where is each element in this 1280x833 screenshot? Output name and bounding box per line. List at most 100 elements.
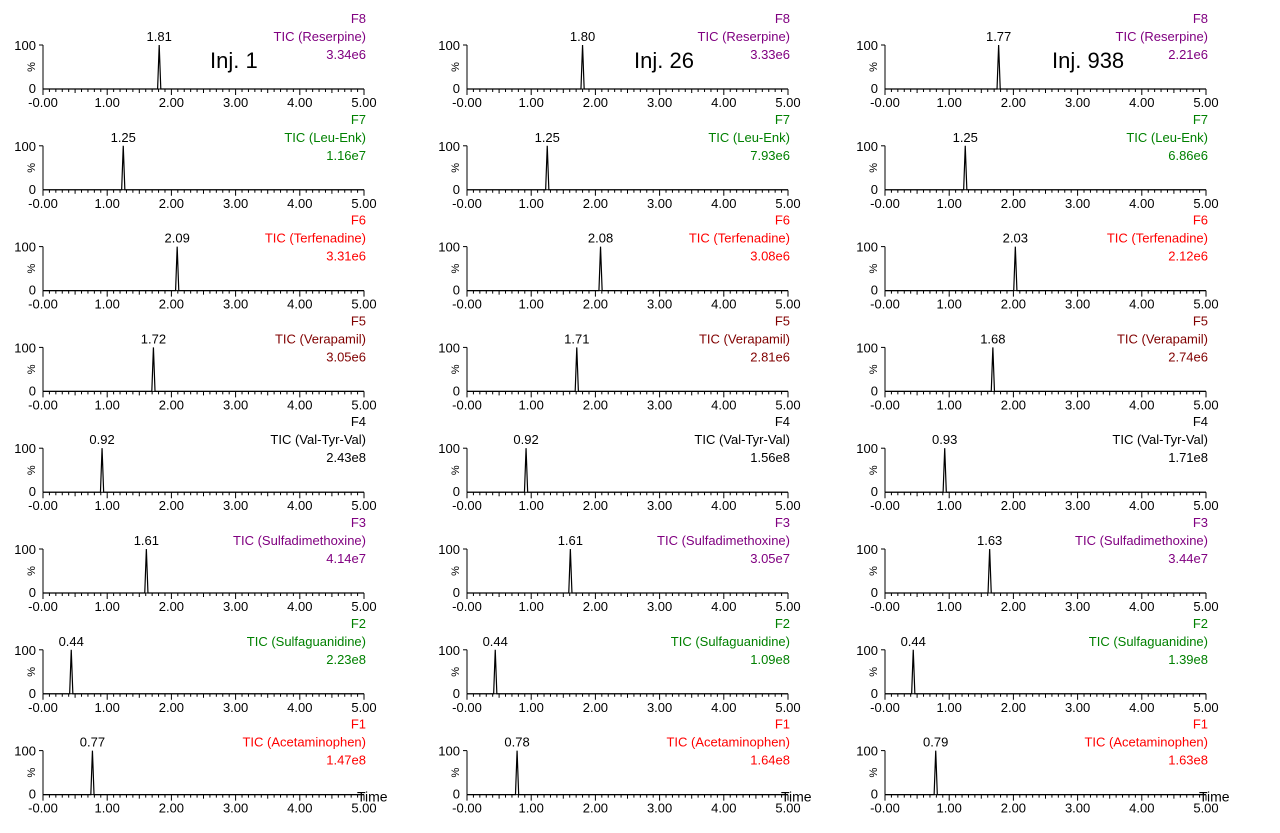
function-label: F8 <box>1193 11 1208 26</box>
x-tick-label: 3.00 <box>647 95 672 110</box>
y-axis-label: % <box>450 62 462 72</box>
x-tick-label: 4.00 <box>287 397 312 412</box>
y-tick-label: 0 <box>453 81 460 96</box>
compound-label: TIC (Verapamil) <box>1117 331 1208 346</box>
x-tick-label: 4.00 <box>711 196 736 211</box>
x-tick-label: 2.00 <box>1001 801 1026 816</box>
x-tick-label: 3.00 <box>1065 397 1090 412</box>
x-ticks <box>42 693 365 700</box>
x-tick-label: 5.00 <box>351 297 376 312</box>
y-tick-label: 100 <box>14 542 36 557</box>
y-tick-label: 100 <box>438 643 460 658</box>
peak-label: 1.25 <box>535 130 560 145</box>
chromatogram-trace <box>43 246 364 292</box>
x-tick-label: 1.00 <box>937 397 962 412</box>
x-tick-label: 5.00 <box>1193 599 1218 614</box>
x-ticks <box>42 794 365 801</box>
x-tick-label: 4.00 <box>287 801 312 816</box>
chromatogram-trace <box>43 448 364 493</box>
x-ticks <box>42 593 365 599</box>
compound-label: TIC (Terfenadine) <box>689 231 790 246</box>
function-label: F1 <box>351 717 366 732</box>
y-tick-label: 0 <box>29 787 36 802</box>
function-label: F1 <box>775 717 790 732</box>
x-tick-label: 3.00 <box>647 397 672 412</box>
y-tick-label: 0 <box>871 686 878 701</box>
compound-label: TIC (Terfenadine) <box>1107 231 1208 246</box>
compound-label: TIC (Val-Tyr-Val) <box>694 432 790 447</box>
compound-label: TIC (Acetaminophen) <box>242 735 366 750</box>
compound-label: TIC (Sulfadimethoxine) <box>657 533 790 548</box>
x-tick-label: 4.00 <box>287 297 312 312</box>
x-tick-label: -0.00 <box>870 498 900 513</box>
x-tick-label: 5.00 <box>775 95 800 110</box>
y-tick-label: 0 <box>453 585 460 600</box>
x-tick-label: -0.00 <box>452 498 482 513</box>
chromatogram-trace <box>885 649 1206 695</box>
peak-label: 0.44 <box>901 634 926 649</box>
intensity-label: 2.74e6 <box>1168 349 1208 364</box>
y-axis-label: % <box>868 667 880 677</box>
x-tick-label: 5.00 <box>351 801 376 816</box>
peak-label: 0.93 <box>932 432 957 447</box>
function-label: F3 <box>351 515 366 530</box>
x-axis-label: Time <box>1199 789 1230 805</box>
chromatogram-trace <box>43 750 364 796</box>
x-tick-label: 3.00 <box>223 700 248 715</box>
x-tick-label: 4.00 <box>1129 801 1154 816</box>
peak-label: 1.25 <box>111 130 136 145</box>
x-tick-label: 1.00 <box>95 801 120 816</box>
x-tick-label: 2.00 <box>1001 397 1026 412</box>
x-tick-label: 4.00 <box>287 95 312 110</box>
intensity-label: 3.05e6 <box>326 349 366 364</box>
y-tick-label: 0 <box>871 182 878 197</box>
peak-label: 1.68 <box>980 331 1005 346</box>
y-axis-label: % <box>26 62 38 72</box>
intensity-label: 1.56e8 <box>750 450 790 465</box>
x-ticks <box>466 693 789 700</box>
intensity-label: 3.31e6 <box>326 249 366 264</box>
x-tick-label: 4.00 <box>287 498 312 513</box>
y-tick-label: 100 <box>438 441 460 456</box>
x-tick-label: 2.00 <box>583 95 608 110</box>
y-tick-label: 0 <box>29 81 36 96</box>
y-tick-label: 100 <box>14 441 36 456</box>
x-tick-label: 2.00 <box>583 599 608 614</box>
y-axis-label: % <box>868 364 880 374</box>
y-tick-label: 0 <box>453 484 460 499</box>
y-tick-label: 100 <box>14 139 36 154</box>
intensity-label: 1.64e8 <box>750 753 790 768</box>
x-tick-label: 2.00 <box>159 95 184 110</box>
x-tick-label: 4.00 <box>711 397 736 412</box>
intensity-label: 2.81e6 <box>750 349 790 364</box>
y-tick-label: 100 <box>438 340 460 355</box>
x-tick-label: 2.00 <box>583 297 608 312</box>
intensity-label: 2.12e6 <box>1168 249 1208 264</box>
x-tick-label: -0.00 <box>870 196 900 211</box>
chromatogram-trace <box>43 649 364 695</box>
peak-label: 0.77 <box>80 735 105 750</box>
compound-label: TIC (Sulfaguanidine) <box>671 634 790 649</box>
x-tick-label: -0.00 <box>452 801 482 816</box>
x-tick-label: 2.00 <box>1001 196 1026 211</box>
x-tick-label: 1.00 <box>937 297 962 312</box>
x-tick-label: 2.00 <box>583 196 608 211</box>
x-tick-label: 1.00 <box>937 599 962 614</box>
y-tick-label: 0 <box>453 283 460 298</box>
intensity-label: 3.33e6 <box>750 47 790 62</box>
function-label: F5 <box>1193 313 1208 328</box>
y-tick-label: 0 <box>29 383 36 398</box>
y-axis-label: % <box>26 767 38 777</box>
x-tick-label: 2.00 <box>159 700 184 715</box>
x-tick-label: 1.00 <box>937 801 962 816</box>
x-tick-label: 4.00 <box>287 196 312 211</box>
compound-label: TIC (Sulfaguanidine) <box>247 634 366 649</box>
intensity-label: 6.86e6 <box>1168 148 1208 163</box>
chromatogram-trace <box>885 246 1206 292</box>
x-tick-label: 3.00 <box>647 196 672 211</box>
chromatogram-trace <box>885 347 1206 392</box>
compound-label: TIC (Reserpine) <box>1116 29 1208 44</box>
x-tick-label: 3.00 <box>223 297 248 312</box>
compound-label: TIC (Reserpine) <box>274 29 366 44</box>
x-tick-label: 1.00 <box>519 599 544 614</box>
